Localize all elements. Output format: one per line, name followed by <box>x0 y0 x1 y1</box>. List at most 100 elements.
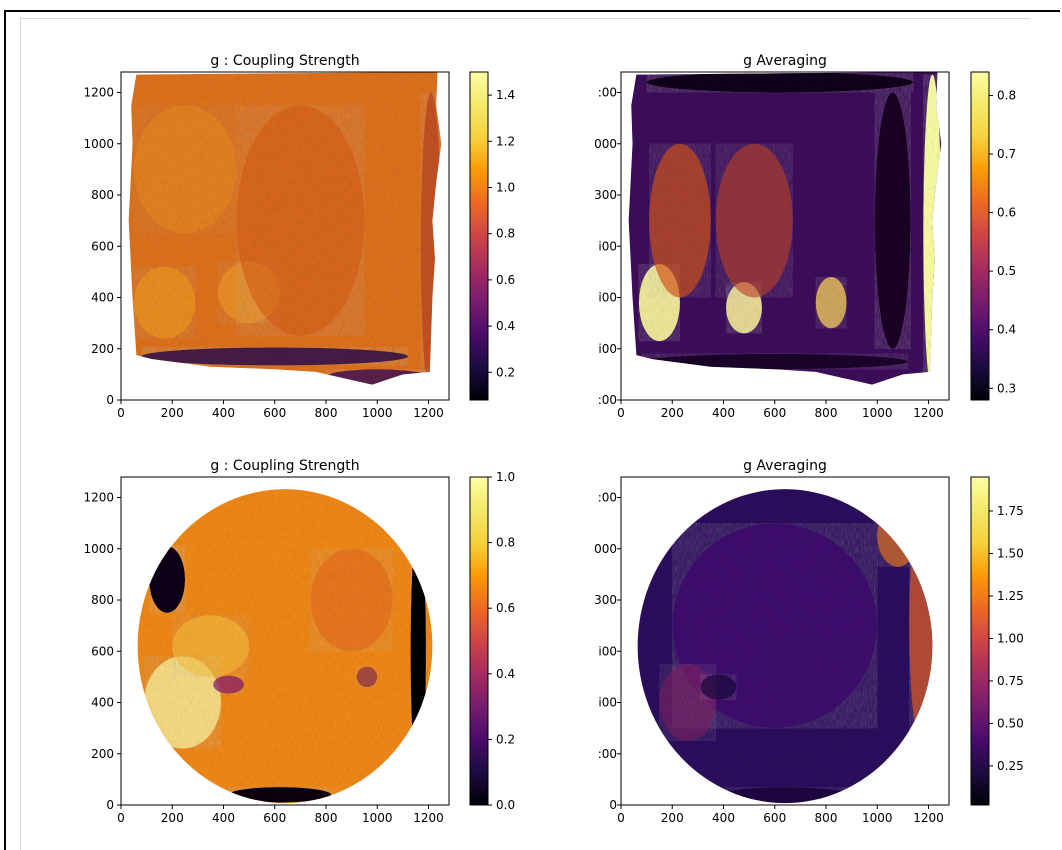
heatmap-feature-8 <box>923 74 942 385</box>
heatmap-base <box>137 489 433 804</box>
x-tick-label: 200 <box>661 811 684 825</box>
y-tick-label: 1200 <box>83 491 114 505</box>
heatmap-feature-5 <box>141 347 408 366</box>
heatmap-feature-3 <box>213 675 244 694</box>
colorbar-tick-label: 1.75 <box>997 504 1024 518</box>
y-tick-label: 1000 <box>83 542 114 556</box>
x-tick-label: 1000 <box>362 406 393 420</box>
heatmap-feature-3 <box>815 277 847 329</box>
colorbar-tick-label: 0.0 <box>496 798 515 812</box>
y-tick-label: 400 <box>91 291 114 305</box>
colorbar-tick-label: 0.8 <box>997 88 1016 102</box>
y-tick-label: 0 <box>106 393 114 407</box>
heatmap-feature-4 <box>649 143 711 298</box>
heatmap-feature-6 <box>720 787 850 803</box>
colorbar-tick-label: 0.2 <box>496 732 515 746</box>
heatmap-feature-3 <box>700 674 737 700</box>
axes-frame <box>620 476 950 806</box>
colorbar-tick-label: 0.2 <box>496 365 515 379</box>
chart-title: g : Coupling Strength <box>210 53 359 69</box>
y-tick-label: i00 <box>598 342 617 356</box>
y-tick-label: 200 <box>91 747 114 761</box>
y-tick-label: 0 <box>609 798 617 812</box>
colorbar-tick-label: 0.4 <box>496 667 515 681</box>
y-tick-label: 200 <box>91 342 114 356</box>
chart-title: g : Coupling Strength <box>210 458 359 474</box>
colorbar-tick-label: 0.6 <box>496 273 515 287</box>
x-tick-label: 1200 <box>913 406 944 420</box>
colorbar <box>970 71 990 401</box>
colorbar-tick-label: 0.6 <box>997 206 1016 220</box>
colorbar-tick-label: 1.4 <box>496 88 515 102</box>
heatmap-feature-6 <box>410 523 426 780</box>
x-tick-label: 800 <box>315 811 338 825</box>
colorbar-tick-label: 1.50 <box>997 546 1024 560</box>
heatmap-feature-7 <box>133 105 237 234</box>
heatmap-feature-8 <box>356 666 378 688</box>
colorbar-tick-label: 0.5 <box>997 264 1016 278</box>
heatmap-feature-6 <box>646 72 914 93</box>
heatmap-feature-5 <box>228 787 332 803</box>
colorbar-tick-label: 1.0 <box>496 470 515 484</box>
x-tick-label: 200 <box>161 811 184 825</box>
heatmap-feature-4 <box>149 546 186 613</box>
x-tick-label: 600 <box>763 406 786 420</box>
heatmap-feature-7 <box>874 92 911 349</box>
y-tick-label: i00 <box>598 239 617 253</box>
axes-frame <box>120 476 450 806</box>
frame-border-left <box>4 10 6 850</box>
heatmap-feature-2 <box>172 615 250 677</box>
x-tick-label: 600 <box>763 811 786 825</box>
colorbar-tick-label: 0.25 <box>997 759 1024 773</box>
x-tick-label: 600 <box>263 406 286 420</box>
colorbar-tick-label: 0.8 <box>496 536 515 550</box>
y-tick-label: 0 <box>106 798 114 812</box>
y-tick-label: i00 <box>598 291 617 305</box>
y-tick-label: 800 <box>91 593 114 607</box>
y-tick-label: :00 <box>598 86 617 100</box>
chart-title: g Averaging <box>743 53 827 69</box>
chart-panel-3: g : Coupling Strength 0 200 400 600 800 1000 12… <box>83 458 515 825</box>
heatmap-feature-5 <box>715 143 793 298</box>
x-tick-label: 0 <box>117 811 125 825</box>
x-tick-label: 400 <box>712 406 735 420</box>
chart-title: g Averaging <box>743 458 827 474</box>
heatmap-feature-1 <box>133 266 196 339</box>
y-tick-label: 600 <box>91 644 114 658</box>
axes-frame <box>120 71 450 401</box>
colorbar <box>469 71 489 401</box>
y-tick-label: i00 <box>598 644 617 658</box>
colorbar-tick-label: 0.8 <box>496 227 515 241</box>
colorbar-tick-label: 0.7 <box>997 147 1016 161</box>
colorbar-tick-label: 1.0 <box>496 180 515 194</box>
y-tick-label: 1200 <box>83 86 114 100</box>
colorbar-tick-label: 0.3 <box>997 381 1016 395</box>
heatmap-feature-9 <box>641 353 908 370</box>
colorbar-tick-label: 0.6 <box>496 601 515 615</box>
chart-panel-4: g Averaging 0 200 400 600 800 1000 1200 0:00 i00 i… <box>594 458 1024 825</box>
x-tick-label: 1000 <box>862 406 893 420</box>
heatmap-image <box>128 72 442 385</box>
colorbar-tick-label: 0.4 <box>496 319 515 333</box>
x-tick-label: 0 <box>117 406 125 420</box>
colorbar-tick-label: 1.00 <box>997 631 1024 645</box>
y-tick-label: :00 <box>598 393 617 407</box>
x-tick-label: 0 <box>617 406 625 420</box>
x-tick-label: 800 <box>815 406 838 420</box>
frame-inner-line <box>20 18 1030 19</box>
heatmap-feature-1 <box>144 656 221 749</box>
frame-inner-line-left <box>20 18 21 850</box>
y-tick-label: 1000 <box>83 137 114 151</box>
y-tick-label: 000 <box>594 542 617 556</box>
x-tick-label: 1200 <box>913 811 944 825</box>
colorbar-tick-label: 0.75 <box>997 674 1024 688</box>
heatmap-image <box>137 489 433 804</box>
heatmap-feature-4 <box>420 92 442 385</box>
heatmap-feature-4 <box>909 510 933 741</box>
x-tick-label: 1200 <box>413 406 444 420</box>
heatmap-feature-5 <box>877 505 919 567</box>
colorbar-tick-label: 0.4 <box>997 323 1016 337</box>
x-tick-label: 1000 <box>362 811 393 825</box>
